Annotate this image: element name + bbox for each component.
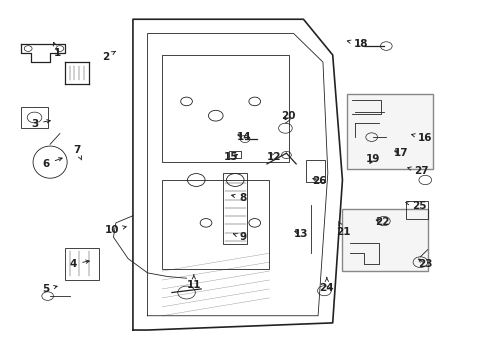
Bar: [21, 107, 48, 128]
Bar: [162, 180, 270, 269]
Text: 5: 5: [43, 284, 57, 294]
Text: 13: 13: [294, 229, 308, 239]
Text: 17: 17: [393, 148, 408, 158]
Text: 25: 25: [406, 201, 427, 211]
Text: 27: 27: [408, 166, 429, 176]
Text: 6: 6: [43, 158, 62, 169]
Text: 21: 21: [336, 221, 351, 237]
Bar: [406, 202, 428, 219]
Text: 2: 2: [102, 51, 115, 62]
Text: 26: 26: [312, 176, 326, 186]
Text: 12: 12: [267, 152, 281, 162]
Text: 23: 23: [418, 259, 433, 269]
Text: 8: 8: [232, 193, 246, 203]
Bar: [306, 160, 325, 182]
Bar: [343, 208, 428, 271]
Text: 3: 3: [31, 118, 50, 129]
Bar: [347, 94, 433, 169]
Text: 9: 9: [233, 232, 246, 242]
Text: 7: 7: [73, 145, 82, 160]
Text: 4: 4: [70, 259, 89, 269]
Text: 24: 24: [319, 277, 334, 293]
Bar: [65, 248, 99, 280]
Text: 1: 1: [53, 42, 61, 58]
Text: 10: 10: [105, 225, 126, 235]
Text: 20: 20: [281, 111, 295, 121]
Bar: [229, 151, 241, 158]
Bar: [223, 173, 247, 244]
Text: 18: 18: [347, 39, 368, 49]
Text: 16: 16: [412, 133, 433, 143]
Text: 22: 22: [375, 217, 390, 227]
Text: 19: 19: [366, 154, 380, 164]
Text: 15: 15: [224, 152, 239, 162]
Text: 11: 11: [187, 275, 201, 291]
Bar: [162, 55, 289, 162]
Text: 14: 14: [237, 132, 251, 142]
